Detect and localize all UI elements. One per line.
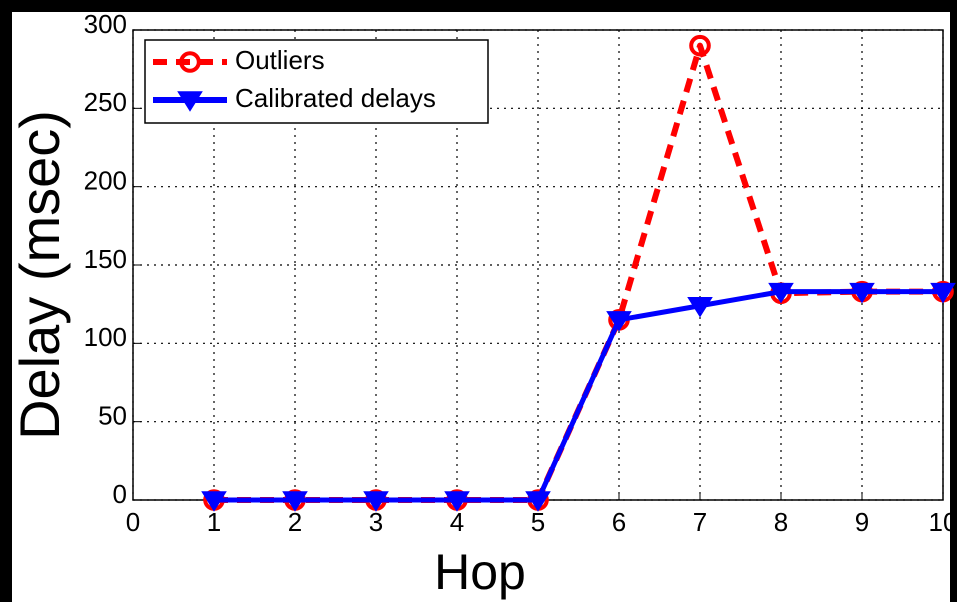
x-tick-label: 9 [855,507,869,537]
marker [282,491,308,512]
x-tick-label: 0 [126,507,140,537]
x-axis-label: Hop [434,544,526,600]
marker [201,491,227,512]
legend-label: Outliers [235,45,325,75]
y-tick-label: 100 [84,322,127,352]
legend-box [144,39,489,124]
y-axis-label: Delay (msec) [8,110,71,440]
marker [768,282,794,304]
series-line [214,289,943,503]
legend-label: Calibrated delays [235,83,436,113]
y-tick-label: 50 [98,401,127,431]
marker [179,51,201,73]
marker [687,297,713,318]
x-tick-label: 7 [693,507,707,537]
y-tick-label: 0 [113,479,127,509]
y-tick-label: 150 [84,244,127,274]
marker [525,491,551,512]
marker [606,311,632,332]
marker [444,491,470,512]
x-tick-label: 3 [369,507,383,537]
marker [849,282,875,304]
marker [363,491,389,512]
marker [177,91,203,112]
y-tick-label: 300 [84,9,127,39]
x-tick-label: 5 [531,507,545,537]
y-tick-label: 250 [84,87,127,117]
x-tick-label: 1 [207,507,221,537]
marker [930,282,956,304]
marker [689,34,711,57]
y-tick-label: 200 [84,166,127,196]
x-tick-label: 2 [288,507,302,537]
x-tick-label: 4 [450,507,464,537]
x-tick-label: 8 [774,507,788,537]
x-tick-label: 6 [612,507,626,537]
x-tick-label: 10 [929,507,957,537]
